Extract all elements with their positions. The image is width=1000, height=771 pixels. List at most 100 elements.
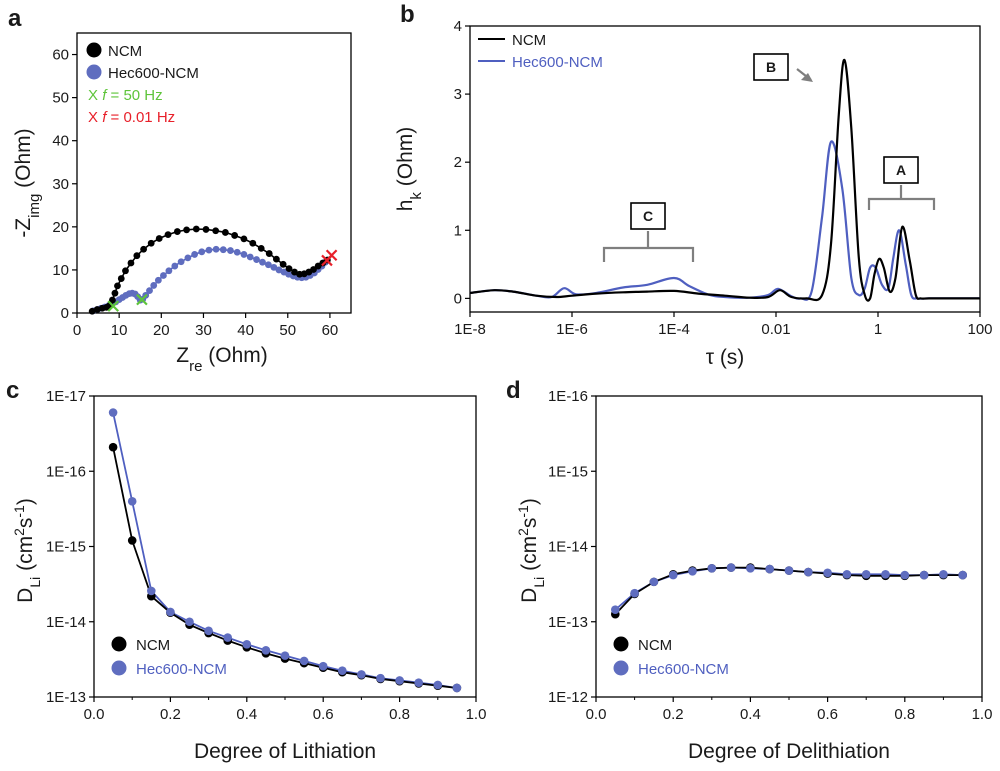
data-point-ncm bbox=[122, 267, 129, 275]
y-tick-label: 1E-12 bbox=[548, 689, 588, 706]
y-tick-label: 1E-16 bbox=[548, 388, 588, 405]
data-point-hec600-ncm bbox=[395, 676, 404, 685]
legend-marker-ncm bbox=[111, 636, 127, 652]
x-tick-label: 0.01 bbox=[761, 321, 790, 338]
series-line-ncm bbox=[469, 58, 980, 302]
y-tick-label: 1E-15 bbox=[46, 539, 86, 556]
data-point-hec600-ncm bbox=[198, 248, 206, 256]
y-tick-label: 1E-14 bbox=[46, 614, 86, 631]
data-point-ncm bbox=[140, 245, 148, 253]
data-point-hec600-ncm bbox=[842, 570, 852, 579]
series-line-hec600-ncm bbox=[92, 248, 326, 312]
y-tick-label: 0 bbox=[454, 290, 462, 307]
y-tick-label: 1E-16 bbox=[46, 463, 86, 480]
legend-label-ncm: NCM bbox=[512, 32, 546, 49]
data-point-ncm bbox=[164, 231, 172, 239]
data-point-hec600-ncm bbox=[881, 570, 890, 579]
y-tick-label: 20 bbox=[52, 219, 69, 236]
data-point-hec600-ncm bbox=[204, 626, 213, 636]
data-point-ncm bbox=[221, 229, 229, 236]
data-point-ncm bbox=[183, 226, 191, 234]
y-tick-label: 1E-13 bbox=[46, 689, 86, 706]
x-tick-label: 0 bbox=[73, 322, 81, 339]
legend-label-hec600-ncm: Hec600-NCM bbox=[512, 54, 603, 71]
y-tick-label: 1 bbox=[454, 222, 462, 239]
y-tick-label: 60 bbox=[52, 47, 69, 64]
data-point-hec600-ncm bbox=[649, 577, 659, 587]
data-point-hec600-ncm bbox=[299, 656, 309, 666]
data-point-hec600-ncm bbox=[177, 258, 185, 266]
data-point-ncm bbox=[133, 252, 141, 260]
x-tick-label: 0.6 bbox=[313, 706, 334, 723]
data-point-hec600-ncm bbox=[668, 570, 678, 580]
data-point-hec600-ncm bbox=[823, 568, 832, 578]
data-point-hec600-ncm bbox=[108, 408, 118, 417]
y-axis-title: hk (Ohm) bbox=[394, 127, 425, 212]
y-tick-label: 50 bbox=[52, 90, 69, 107]
legend-marker-ncm bbox=[613, 636, 629, 652]
data-point-hec600-ncm bbox=[185, 617, 194, 627]
data-point-hec600-ncm bbox=[611, 605, 620, 615]
data-point-ncm bbox=[202, 226, 210, 233]
data-point-hec600-ncm bbox=[246, 253, 254, 261]
marker-50hz bbox=[136, 293, 148, 306]
data-point-hec600-ncm bbox=[746, 564, 755, 573]
data-point-ncm bbox=[127, 536, 137, 545]
data-point-hec600-ncm bbox=[784, 566, 794, 575]
x-tick-label: 1.0 bbox=[466, 706, 487, 723]
data-point-hec600-ncm bbox=[146, 287, 153, 294]
plot-frame bbox=[469, 25, 981, 313]
data-point-hec600-ncm bbox=[240, 251, 248, 258]
legend-label-ncm: NCM bbox=[638, 637, 672, 654]
x-tick-label: 100 bbox=[967, 321, 992, 338]
data-point-hec600-ncm bbox=[270, 263, 278, 271]
x-tick-label: 10 bbox=[111, 322, 128, 339]
y-axis-title: -Zimg (Ohm) bbox=[12, 128, 43, 237]
legend-label-hec600-ncm: Hec600-NCM bbox=[638, 661, 729, 678]
data-point-ncm bbox=[231, 232, 239, 239]
legend-label-hec600-ncm: Hec600-NCM bbox=[108, 65, 199, 82]
annotation-a-bracket bbox=[867, 185, 936, 210]
y-tick-label: 1E-17 bbox=[46, 388, 86, 405]
data-point-hec600-ncm bbox=[264, 261, 272, 269]
data-point-hec600-ncm bbox=[939, 570, 948, 579]
data-point-hec600-ncm bbox=[171, 262, 179, 270]
marker-50hz bbox=[107, 300, 120, 312]
data-point-ncm bbox=[272, 255, 280, 263]
data-point-hec600-ncm bbox=[166, 607, 175, 617]
data-point-hec600-ncm bbox=[630, 588, 639, 598]
x-tick-label: 0.8 bbox=[389, 706, 410, 723]
marker-0.01hz bbox=[325, 249, 338, 262]
y-tick-label: 3 bbox=[454, 86, 462, 103]
data-point-hec600-ncm bbox=[160, 272, 167, 279]
x-tick-label: 1.0 bbox=[972, 706, 993, 723]
x-tick-label: 0.0 bbox=[586, 706, 607, 723]
panel-label-a: a bbox=[8, 5, 22, 32]
x-tick-label: 1E-4 bbox=[658, 321, 690, 338]
y-tick-label: 4 bbox=[454, 18, 462, 35]
data-point-ncm bbox=[111, 289, 119, 297]
data-point-hec600-ncm bbox=[261, 646, 271, 655]
data-point-hec600-ncm bbox=[127, 497, 137, 506]
x-tick-label: 0.6 bbox=[817, 706, 838, 723]
data-point-hec600-ncm bbox=[223, 633, 232, 642]
data-point-ncm bbox=[117, 275, 125, 282]
annotation-a-box bbox=[883, 156, 919, 184]
data-point-hec600-ncm bbox=[376, 673, 385, 683]
data-point-hec600-ncm bbox=[259, 258, 266, 266]
legend-label-0.01hz: X f = 0.01 Hz bbox=[88, 109, 175, 126]
data-point-hec600-ncm bbox=[150, 282, 158, 289]
legend-label-50hz: X f = 50 Hz bbox=[88, 87, 163, 104]
annotation-b-label: B bbox=[766, 59, 776, 75]
data-point-ncm bbox=[279, 260, 287, 268]
y-tick-label: 10 bbox=[52, 262, 69, 279]
data-point-hec600-ncm bbox=[357, 670, 366, 679]
panel-d: d 0.0 0.2 0.4 0.6 0.8 1.0 1E-16 1E-15 1E-14 1E-13 1… bbox=[506, 377, 992, 763]
x-axis-title: Zre (Ohm) bbox=[176, 344, 268, 375]
data-point-ncm bbox=[173, 228, 181, 235]
data-point-hec600-ncm bbox=[280, 651, 290, 660]
annotation-c-bracket bbox=[602, 231, 695, 262]
data-point-hec600-ncm bbox=[165, 267, 173, 275]
legend-marker-hec600-ncm bbox=[86, 64, 102, 80]
